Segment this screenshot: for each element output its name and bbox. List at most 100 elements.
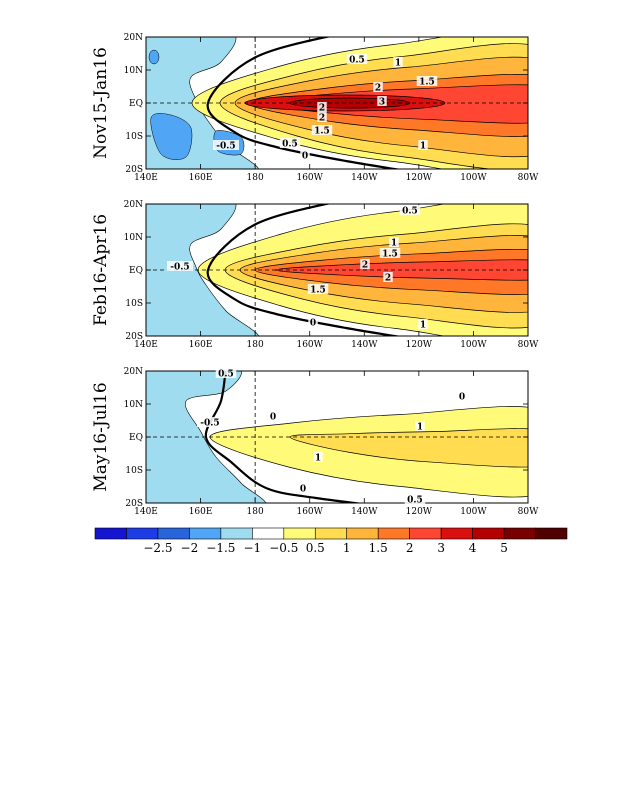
contour-label: 1.5 bbox=[382, 250, 398, 260]
y-tick-label: EQ bbox=[129, 266, 143, 276]
warm-anomaly-contour bbox=[289, 428, 528, 468]
contour-label: -0.5 bbox=[170, 263, 189, 273]
colorbar-swatch bbox=[126, 527, 159, 540]
colorbar-label: −2 bbox=[181, 541, 199, 555]
contour-label: 0.5 bbox=[218, 370, 234, 380]
contour-label: 1 bbox=[417, 423, 423, 433]
colorbar-swatch bbox=[440, 527, 473, 540]
x-tick-label: 140E bbox=[134, 507, 158, 517]
x-tick-label: 140E bbox=[134, 173, 158, 183]
zero-contour bbox=[206, 37, 402, 169]
x-tick-label: 140W bbox=[351, 173, 378, 183]
negative-anomaly-region bbox=[146, 371, 266, 503]
y-tick-label: 10S bbox=[125, 466, 143, 476]
contour-label: 0 bbox=[310, 319, 316, 329]
colorbar-swatch bbox=[472, 527, 505, 540]
x-tick-label: 140E bbox=[134, 340, 158, 350]
colorbar-label: 3 bbox=[437, 541, 445, 555]
y-tick-label: 20S bbox=[125, 499, 143, 509]
colorbar-swatch bbox=[346, 527, 379, 540]
contour-label: 1 bbox=[420, 142, 426, 152]
strong-negative-region bbox=[150, 113, 193, 160]
contour-label: 1 bbox=[315, 454, 321, 464]
x-tick-label: 160W bbox=[296, 173, 323, 183]
x-tick-label: 180 bbox=[247, 173, 264, 183]
x-tick-label: 160E bbox=[189, 340, 213, 350]
x-tick-label: 160W bbox=[296, 340, 323, 350]
x-tick-label: 140W bbox=[351, 507, 378, 517]
contour-label: 1.5 bbox=[310, 286, 326, 296]
colorbar-swatch bbox=[314, 527, 348, 540]
strong-negative-region bbox=[148, 49, 160, 65]
zero-contour bbox=[204, 371, 364, 503]
colorbar-swatch bbox=[409, 527, 442, 540]
x-tick-label: 160W bbox=[296, 507, 323, 517]
x-tick-label: 80W bbox=[518, 340, 539, 350]
contour-label: 0.5 bbox=[349, 56, 365, 66]
x-tick-label: 180 bbox=[247, 507, 264, 517]
contour-label: 0 bbox=[300, 485, 306, 495]
y-tick-label: EQ bbox=[129, 433, 143, 443]
contour-label: -0.5 bbox=[216, 142, 235, 152]
panel-title: Nov15-Jan16 bbox=[91, 47, 111, 159]
colorbar-label: −0.5 bbox=[269, 541, 298, 555]
x-tick-label: 80W bbox=[518, 173, 539, 183]
x-tick-label: 180 bbox=[247, 340, 264, 350]
contour-label: 0 bbox=[459, 393, 465, 403]
contour-label: 2 bbox=[362, 261, 368, 271]
colorbar-label: 4 bbox=[469, 541, 477, 555]
colorbar-label: −1 bbox=[243, 541, 261, 555]
colorbar-label: 2 bbox=[406, 541, 414, 555]
negative-anomaly-region bbox=[146, 204, 260, 336]
contour-label: 2 bbox=[319, 114, 325, 124]
x-tick-label: 120W bbox=[406, 340, 433, 350]
y-tick-label: 20N bbox=[124, 200, 143, 210]
colorbar-label: −2.5 bbox=[143, 541, 172, 555]
colorbar-swatch bbox=[157, 527, 190, 540]
contour-label: 0.5 bbox=[402, 207, 418, 217]
panel-title: Feb16-Apr16 bbox=[91, 214, 111, 326]
may16-jul16-panel: 140E 160E 180 160W 140W 120W 100W 80W20N10NEQ10… bbox=[91, 367, 539, 517]
contour-label: 1 bbox=[420, 321, 426, 331]
colorbar-label: 1.5 bbox=[369, 541, 388, 555]
zero-contour bbox=[206, 204, 402, 336]
colorbar-label: −1.5 bbox=[206, 541, 235, 555]
x-tick-label: 120W bbox=[406, 507, 433, 517]
y-tick-label: 10N bbox=[124, 400, 143, 410]
x-tick-label: 80W bbox=[518, 507, 539, 517]
contour-label: 2 bbox=[319, 104, 325, 114]
y-tick-label: 20N bbox=[124, 367, 143, 377]
y-tick-label: 20S bbox=[125, 332, 143, 342]
y-tick-label: 10N bbox=[124, 233, 143, 243]
colorbar-swatch bbox=[220, 527, 253, 540]
x-tick-label: 100W bbox=[460, 507, 487, 517]
contour-label: 1 bbox=[395, 59, 401, 69]
y-tick-label: EQ bbox=[129, 99, 143, 109]
contour-label: 0 bbox=[270, 413, 276, 423]
x-tick-label: 100W bbox=[460, 173, 487, 183]
colorbar-swatch bbox=[94, 527, 127, 540]
feb16-apr16-panel: 140E 160E 180 160W 140W 120W 100W 80W20N10NEQ10… bbox=[91, 200, 539, 350]
colorbar-swatch bbox=[377, 527, 410, 540]
panel-title: May16-Jul16 bbox=[91, 382, 111, 491]
contour-label: -0.5 bbox=[200, 419, 219, 429]
contour-label: 1.5 bbox=[419, 78, 435, 88]
contour-label: 2 bbox=[385, 274, 391, 284]
nov15-jan16-panel: 140E 160E 180 160W 140W 120W 100W 80W20N10NEQ10… bbox=[91, 33, 539, 183]
contour-label: 0.5 bbox=[282, 140, 298, 150]
y-tick-label: 10S bbox=[125, 132, 143, 142]
colorbar-swatch bbox=[252, 527, 285, 540]
colorbar-swatch bbox=[189, 527, 222, 540]
colorbar-label: 5 bbox=[500, 541, 508, 555]
x-tick-label: 140W bbox=[351, 340, 378, 350]
x-tick-label: 160E bbox=[189, 173, 213, 183]
contour-label: 2 bbox=[375, 84, 381, 94]
y-tick-label: 10N bbox=[124, 66, 143, 76]
contour-label: 3 bbox=[379, 98, 385, 108]
y-tick-label: 20S bbox=[125, 165, 143, 175]
contour-label: 1.5 bbox=[314, 127, 330, 137]
colorbar-swatch bbox=[283, 527, 316, 540]
contour-label: 0.5 bbox=[407, 496, 423, 506]
contour-label: 1 bbox=[391, 239, 397, 249]
